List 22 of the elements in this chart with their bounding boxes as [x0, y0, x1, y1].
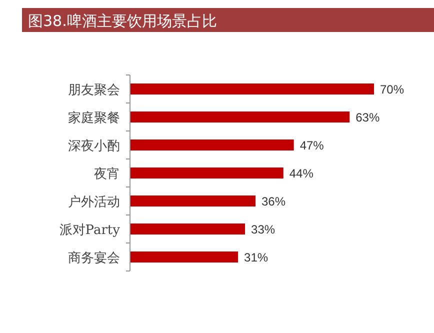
y-tick-label: 夜宵 — [94, 166, 120, 182]
data-label: 31% — [244, 250, 268, 264]
data-label: 70% — [380, 82, 404, 96]
chart-title: 图38.啤酒主要饮用场景占比 — [28, 12, 217, 30]
y-tick-label: 户外活动 — [68, 195, 120, 210]
data-label: 44% — [289, 166, 314, 180]
data-label: 36% — [261, 194, 286, 208]
data-label: 63% — [356, 110, 380, 124]
bar — [130, 140, 294, 150]
bar — [130, 112, 350, 122]
y-tick-label: 朋友聚会 — [68, 83, 120, 98]
y-tick-label: 商务宴会 — [68, 250, 120, 266]
bar — [130, 224, 246, 234]
bar — [130, 252, 238, 262]
y-tick-label: 深夜小酌 — [68, 138, 120, 154]
y-tick-label: 家庭聚餐 — [68, 110, 120, 126]
bar — [130, 84, 374, 94]
bar — [130, 168, 284, 178]
data-label: 47% — [300, 138, 324, 152]
data-label: 33% — [251, 222, 276, 236]
y-tick-label: 派对Party — [59, 223, 121, 238]
bar — [130, 196, 256, 206]
